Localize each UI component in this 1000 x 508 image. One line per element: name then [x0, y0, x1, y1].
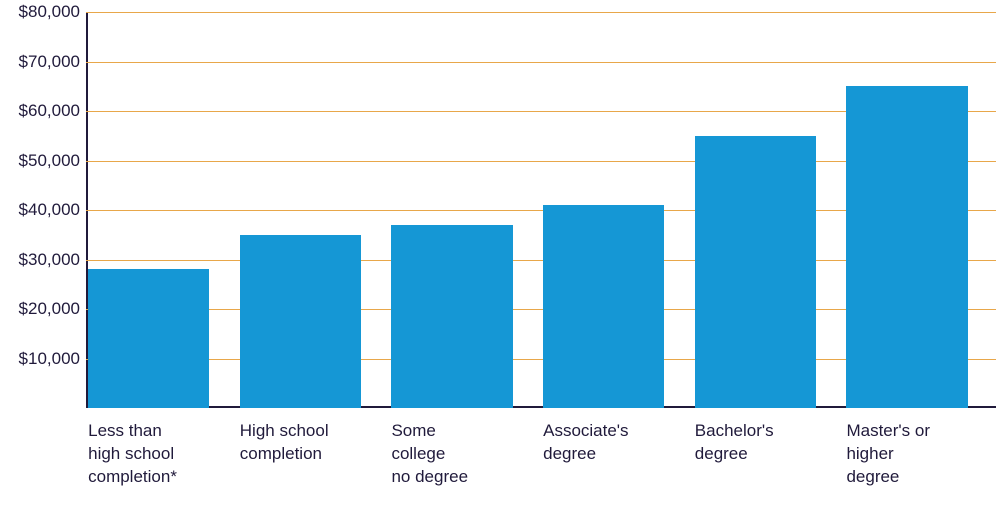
x-tick-label: Bachelor's degree: [695, 408, 816, 466]
gridline: [86, 12, 996, 13]
bar: [88, 269, 209, 408]
y-tick-label: $10,000: [19, 349, 86, 369]
plot-area: $10,000$20,000$30,000$40,000$50,000$60,0…: [86, 12, 996, 408]
y-tick-label: $40,000: [19, 200, 86, 220]
y-tick-label: $30,000: [19, 250, 86, 270]
gridline: [86, 62, 996, 63]
bar: [846, 86, 967, 408]
bar: [240, 235, 361, 408]
bar: [695, 136, 816, 408]
y-tick-label: $80,000: [19, 2, 86, 22]
bar: [543, 205, 664, 408]
bar: [391, 225, 512, 408]
y-tick-label: $20,000: [19, 299, 86, 319]
x-tick-label: Associate's degree: [543, 408, 664, 466]
x-tick-label: Less than high school completion*: [88, 408, 209, 489]
x-tick-label: Some college no degree: [391, 408, 512, 489]
y-tick-label: $50,000: [19, 151, 86, 171]
x-tick-label: High school completion: [240, 408, 361, 466]
x-tick-label: Master's or higher degree: [846, 408, 967, 489]
earnings-by-education-chart: $10,000 $20,000 $30,000 $40,000 $50,000 $60,0…: [0, 0, 1000, 508]
y-tick-label: $70,000: [19, 52, 86, 72]
y-tick-label: $60,000: [19, 101, 86, 121]
